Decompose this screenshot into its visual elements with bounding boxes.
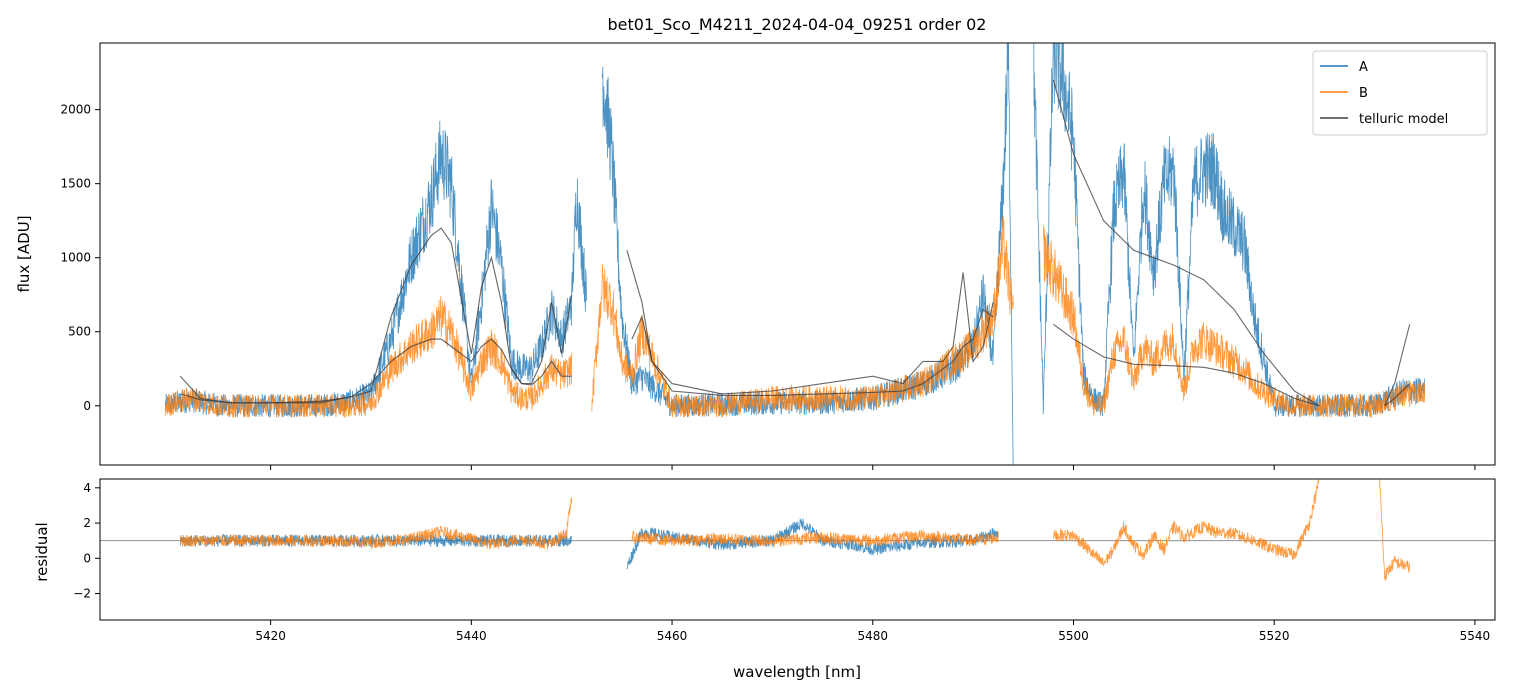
- flux-b-segment-0: [164, 296, 573, 418]
- y-tick-label: 0: [83, 399, 91, 413]
- flux-telluric-model-segment-3: [631, 272, 994, 395]
- y-tick-label: 0: [83, 551, 91, 565]
- flux-panel: 0 500 1000 1500 2000 flux [ADU]: [15, 42, 1496, 470]
- flux-telluric-model-segment-7: [1384, 383, 1411, 407]
- legend-box: [1312, 50, 1488, 136]
- flux-ylabel: flux [ADU]: [15, 215, 33, 292]
- legend-label-telluric: telluric model: [1359, 112, 1448, 127]
- residual-panel: −2 0 2 4 5420 5440 5460 5480 5500 5520 5540 resid…: [33, 478, 1496, 681]
- x-tick-label: 5460: [657, 629, 688, 643]
- x-tick-label: 5540: [1460, 629, 1491, 643]
- residual-panel-frame: [99, 478, 1496, 621]
- y-tick-label: −2: [73, 587, 91, 601]
- residual-b-segment-0: [179, 497, 573, 550]
- y-tick-label: 2: [83, 516, 91, 530]
- flux-series-layer: [164, 43, 1426, 465]
- y-tick-label: 4: [83, 481, 91, 495]
- flux-telluric-model-segment-2: [626, 250, 994, 396]
- legend: A B telluric model: [1312, 50, 1488, 136]
- residual-b-segment-1: [631, 529, 999, 548]
- residual-a-segment-1: [626, 518, 999, 570]
- y-tick-label: 1000: [60, 251, 91, 265]
- flux-telluric-model-segment-4: [1052, 79, 1320, 407]
- legend-label-a: A: [1359, 60, 1368, 75]
- chart-title: bet01_Sco_M4211_2024-04-04_09251 order 0…: [608, 15, 987, 35]
- flux-telluric-model-segment-5: [1053, 323, 1320, 407]
- x-tick-label: 5520: [1259, 629, 1290, 643]
- flux-a-segment-1: [601, 43, 1014, 465]
- y-tick-label: 2000: [60, 103, 91, 117]
- y-tick-label: 500: [68, 325, 91, 339]
- flux-b-segment-1: [591, 216, 1014, 418]
- flux-telluric-model-segment-1: [180, 338, 572, 404]
- flux-x-ticks: [270, 465, 1476, 470]
- residual-ylabel: residual: [33, 522, 51, 581]
- flux-b-segment-2: [1043, 225, 1426, 418]
- x-tick-label: 5440: [456, 629, 487, 643]
- flux-telluric-model-segment-6: [1384, 324, 1411, 407]
- x-tick-label: 5480: [857, 629, 888, 643]
- y-tick-label: 1500: [60, 177, 91, 191]
- x-axis-label: wavelength [nm]: [733, 663, 861, 681]
- residual-x-ticks: 5420 5440 5460 5480 5500 5520 5540: [255, 620, 1490, 643]
- residual-b-segment-2: [1053, 479, 1320, 567]
- x-tick-label: 5420: [255, 629, 286, 643]
- legend-label-b: B: [1359, 86, 1368, 101]
- flux-telluric-model-segment-0: [179, 227, 573, 404]
- residual-y-ticks: −2 0 2 4: [73, 481, 100, 601]
- flux-panel-frame: [99, 42, 1496, 466]
- residual-series-layer: [100, 479, 1495, 581]
- flux-y-ticks: 0 500 1000 1500 2000: [60, 103, 100, 413]
- residual-b-segment-3: [1379, 479, 1411, 581]
- x-tick-label: 5500: [1058, 629, 1089, 643]
